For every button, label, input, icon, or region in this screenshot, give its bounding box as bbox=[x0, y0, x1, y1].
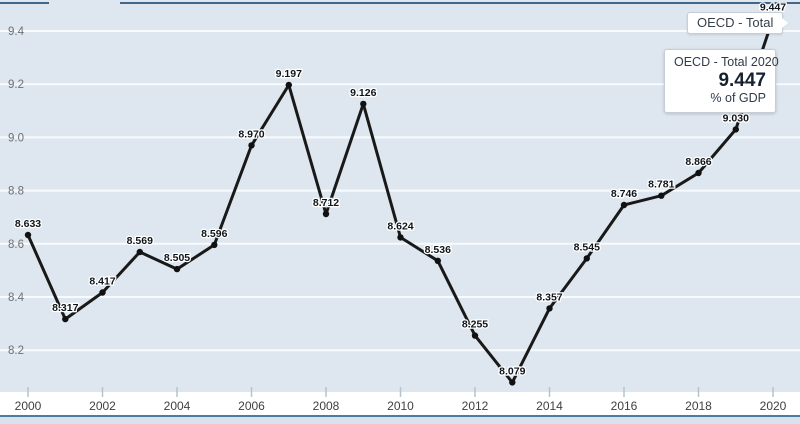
x-axis-label: 2000 bbox=[15, 399, 42, 413]
series-line bbox=[26, 17, 775, 384]
point-label: 8.596 bbox=[201, 228, 227, 240]
data-point[interactable] bbox=[211, 241, 218, 249]
point-label: 8.505 bbox=[164, 252, 190, 264]
tooltip: OECD - Total 2020 9.447 % of GDP bbox=[664, 49, 779, 113]
series-label-flag[interactable]: OECD - Total bbox=[687, 12, 789, 34]
series-label-text: OECD - Total bbox=[697, 15, 774, 30]
x-axis-label: 2016 bbox=[611, 399, 638, 413]
point-label: 8.417 bbox=[89, 276, 115, 288]
point-label: 8.545 bbox=[574, 241, 600, 253]
data-point[interactable] bbox=[434, 257, 441, 264]
point-label: 8.746 bbox=[611, 188, 637, 200]
data-point[interactable] bbox=[360, 100, 367, 108]
y-axis-label: 8.8 bbox=[8, 186, 24, 198]
y-axis-label: 9.0 bbox=[8, 132, 24, 144]
point-label: 8.781 bbox=[648, 179, 674, 191]
x-axis-band bbox=[0, 392, 800, 415]
point-label: 8.624 bbox=[387, 220, 413, 232]
x-axis-label: 2006 bbox=[238, 399, 265, 413]
point-label: 8.866 bbox=[685, 156, 711, 168]
x-axis-label: 2004 bbox=[164, 399, 191, 413]
y-axis-label: 9.4 bbox=[8, 26, 25, 38]
x-axis-label: 2010 bbox=[387, 399, 414, 413]
data-point[interactable] bbox=[322, 210, 330, 218]
y-axis-label: 8.2 bbox=[8, 345, 24, 357]
data-point[interactable] bbox=[509, 379, 516, 386]
top-border-segment-left bbox=[0, 2, 49, 4]
point-label: 9.447 bbox=[760, 2, 786, 14]
point-label: 9.030 bbox=[723, 112, 749, 124]
data-point[interactable] bbox=[62, 315, 69, 323]
navigator-strip[interactable] bbox=[0, 417, 800, 424]
data-point[interactable] bbox=[732, 126, 739, 133]
data-point[interactable] bbox=[695, 169, 702, 177]
navigator-line bbox=[0, 415, 800, 417]
x-axis-label: 2008 bbox=[313, 399, 340, 413]
data-point[interactable] bbox=[248, 142, 255, 149]
tooltip-title: OECD - Total 2020 bbox=[674, 55, 779, 69]
data-point[interactable] bbox=[658, 192, 665, 199]
y-axis-label: 9.2 bbox=[8, 79, 24, 91]
data-point[interactable] bbox=[397, 234, 404, 241]
x-axis-label: 2018 bbox=[685, 399, 712, 413]
data-point[interactable] bbox=[583, 255, 590, 262]
data-point[interactable] bbox=[471, 332, 479, 339]
point-label: 8.317 bbox=[52, 302, 78, 314]
top-border-segment-right bbox=[120, 2, 800, 4]
tooltip-unit: % of GDP bbox=[710, 91, 766, 105]
data-point[interactable] bbox=[546, 305, 553, 312]
data-point[interactable] bbox=[136, 248, 143, 256]
point-label: 8.255 bbox=[462, 319, 488, 331]
y-axis-label: 8.4 bbox=[8, 292, 25, 304]
point-label: 8.633 bbox=[15, 218, 41, 230]
point-label: 8.970 bbox=[238, 128, 264, 140]
x-axis-label: 2012 bbox=[462, 399, 489, 413]
point-label: 8.569 bbox=[127, 235, 153, 247]
x-axis-label: 2002 bbox=[89, 399, 116, 413]
data-point[interactable] bbox=[173, 265, 181, 273]
data-point[interactable] bbox=[285, 81, 292, 89]
tooltip-value: 9.447 bbox=[718, 70, 766, 91]
data-point[interactable] bbox=[99, 289, 106, 296]
point-label: 8.536 bbox=[425, 244, 451, 256]
point-label: 8.712 bbox=[313, 197, 339, 209]
point-label: 8.357 bbox=[536, 291, 562, 303]
data-point[interactable] bbox=[620, 201, 628, 209]
flag-arrow-icon bbox=[782, 18, 789, 28]
y-axis-label: 8.6 bbox=[8, 239, 24, 251]
data-point[interactable] bbox=[24, 231, 32, 239]
point-label: 8.079 bbox=[499, 365, 525, 377]
point-label: 9.197 bbox=[276, 68, 302, 80]
x-axis-label: 2014 bbox=[536, 399, 563, 413]
point-label: 9.126 bbox=[350, 87, 376, 99]
x-axis-label: 2020 bbox=[760, 399, 787, 413]
